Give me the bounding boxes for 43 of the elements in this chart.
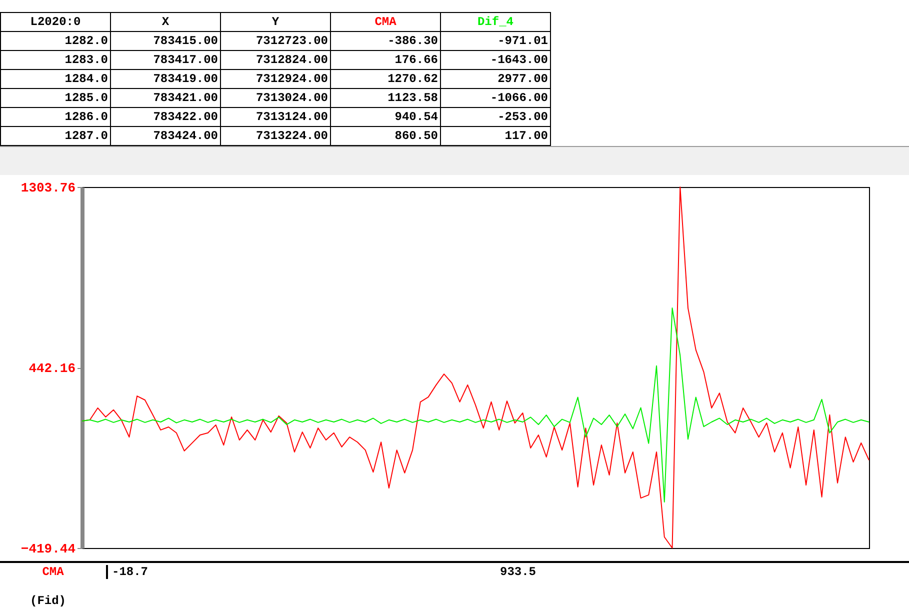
text: 117.00	[440, 126, 550, 146]
text: (Fid)	[30, 594, 66, 608]
text: 7313224.00	[220, 126, 330, 146]
text: 2977.00	[440, 70, 550, 88]
text: -1643.00	[440, 50, 550, 70]
text: 783422.00	[110, 108, 220, 126]
text: 1287.0	[0, 126, 110, 146]
text: 176.66	[330, 50, 440, 70]
text: 1282.0	[0, 32, 110, 50]
text: 940.54	[330, 108, 440, 126]
text: 783424.00	[110, 126, 220, 146]
text: 783417.00	[110, 50, 220, 70]
text: X	[110, 12, 220, 32]
y-tick-label: 1303.76	[20, 180, 76, 196]
text: CMA	[41, 564, 65, 578]
text: 1283.0	[0, 50, 110, 70]
text: 860.50	[330, 126, 440, 146]
text: -18.7	[106, 564, 496, 578]
text: 1270.62	[330, 70, 440, 88]
text: 1286.0	[0, 108, 110, 126]
text: 1123.58	[330, 88, 440, 108]
text: -1066.00	[440, 88, 550, 108]
text: -971.01	[440, 32, 550, 50]
y-tick-label: −419.44	[20, 542, 76, 556]
text: 783415.00	[110, 32, 220, 50]
text: 933.5	[499, 564, 538, 578]
text: 783421.00	[110, 88, 220, 108]
text: Y	[220, 12, 330, 32]
y-tick-label: 442.16	[28, 361, 76, 376]
line-series	[82, 308, 870, 503]
text: 7312723.00	[220, 32, 330, 50]
text: -253.00	[440, 108, 550, 126]
text: Dif_4	[440, 12, 550, 32]
text: CMA	[374, 15, 396, 29]
text: 7313024.00	[220, 88, 330, 108]
text: 1285.0	[0, 88, 110, 108]
text: 783419.00	[110, 70, 220, 88]
text: 7313124.00	[220, 108, 330, 126]
text: L2020:0	[0, 12, 110, 32]
text: 7312924.00	[220, 70, 330, 88]
text: 1284.0	[0, 70, 110, 88]
text: 7312824.00	[220, 50, 330, 70]
text: -386.30	[330, 32, 440, 50]
